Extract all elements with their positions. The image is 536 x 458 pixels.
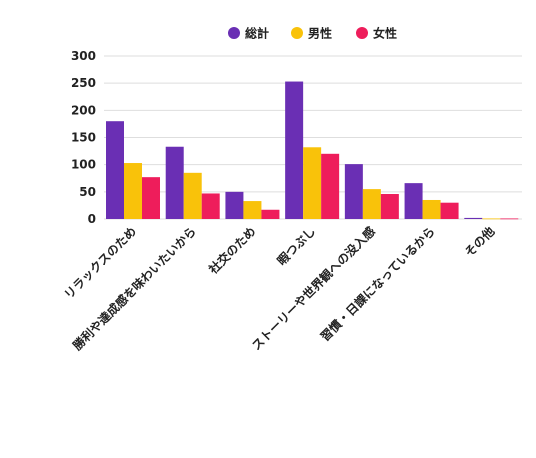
y-tick-label: 300 [71,49,96,63]
legend-label: 女性 [373,26,397,41]
bar-男性 [243,201,262,219]
bar-女性 [142,177,160,219]
y-tick-label: 50 [79,185,96,199]
legend-label: 総計 [245,26,269,41]
bar-総計 [464,217,483,219]
bar-女性 [261,209,280,219]
bar-総計 [165,146,184,219]
bar-男性 [482,218,501,220]
y-axis: 0 50 100 150 200 250 300 [71,49,96,226]
x-tick-label: その他 [461,224,497,260]
y-tick-label: 0 [88,212,96,226]
bar-女性 [201,193,220,219]
bar-男性 [422,199,441,219]
bar-女性 [321,153,340,219]
x-tick-label: 勝利や達成感を味わいたいから [69,224,198,353]
bar-総計 [404,183,423,219]
bars [106,81,519,220]
bar-女性 [500,218,519,220]
legend-label: 男性 [308,26,332,41]
legend-marker [291,27,303,39]
y-tick-label: 150 [71,131,96,145]
bar-女性 [380,194,399,219]
x-tick-label: 暇つぶし [274,224,318,268]
bar-総計 [106,121,124,219]
y-tick-label: 200 [71,103,96,117]
x-tick-label: 習慣・日課になっているから [317,224,437,344]
bar-男性 [303,147,322,219]
bar-女性 [440,202,459,219]
legend-marker [228,27,240,39]
y-tick-label: 100 [71,158,96,172]
bar-総計 [225,191,244,219]
y-tick-label: 250 [71,76,96,90]
bar-総計 [344,164,363,219]
bar-男性 [124,163,142,219]
legend-marker [356,27,368,39]
x-tick-label: ストーリーや世界観への没入感 [249,224,378,353]
bar-男性 [362,189,381,219]
bar-男性 [183,172,202,219]
bar-総計 [285,81,304,219]
x-tick-label: 社交のため [205,224,259,278]
legend: 総計 男性 女性 [228,26,397,41]
